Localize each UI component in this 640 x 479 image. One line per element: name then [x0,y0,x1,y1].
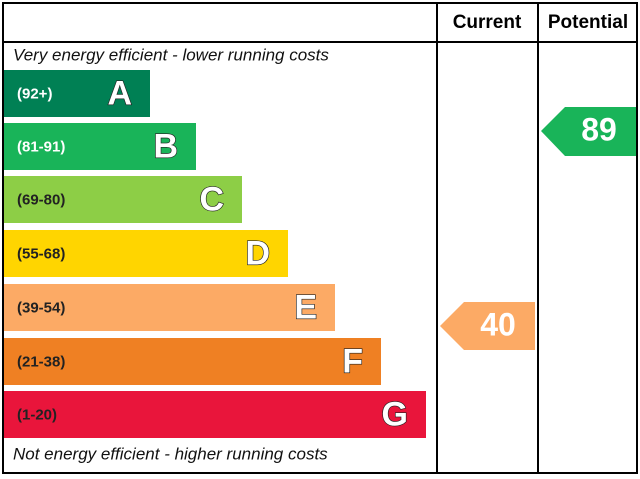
band-letter: A [107,74,132,112]
band-letter: E [294,288,317,326]
band-bar [4,284,335,331]
current-header: Current [453,12,522,33]
band-letter: D [245,234,270,272]
top-note: Very energy efficient - lower running co… [13,45,329,64]
band-range: (69-80) [17,191,65,208]
frame [2,2,638,474]
band-letter: F [342,342,363,380]
band-letter: C [199,180,224,218]
band-bar [4,230,288,277]
band-range: (1-20) [17,406,57,423]
band-letter: B [153,127,178,165]
current-arrow [440,302,535,350]
band-bar [4,176,242,223]
band-range: (55-68) [17,245,65,262]
band-range: (81-91) [17,138,65,155]
band-range: (92+) [17,85,52,102]
potential-header: Potential [548,12,628,33]
band-range: (39-54) [17,299,65,316]
band-range: (21-38) [17,353,65,370]
band-bar [4,338,381,385]
band-bar [4,123,196,170]
current-score: 40 [480,306,516,342]
potential-arrow [541,107,636,156]
band-bar [4,391,426,438]
band-letter: G [382,395,408,433]
potential-score: 89 [581,111,617,147]
bottom-note: Not energy efficient - higher running co… [13,444,328,463]
band-bar [4,70,150,117]
